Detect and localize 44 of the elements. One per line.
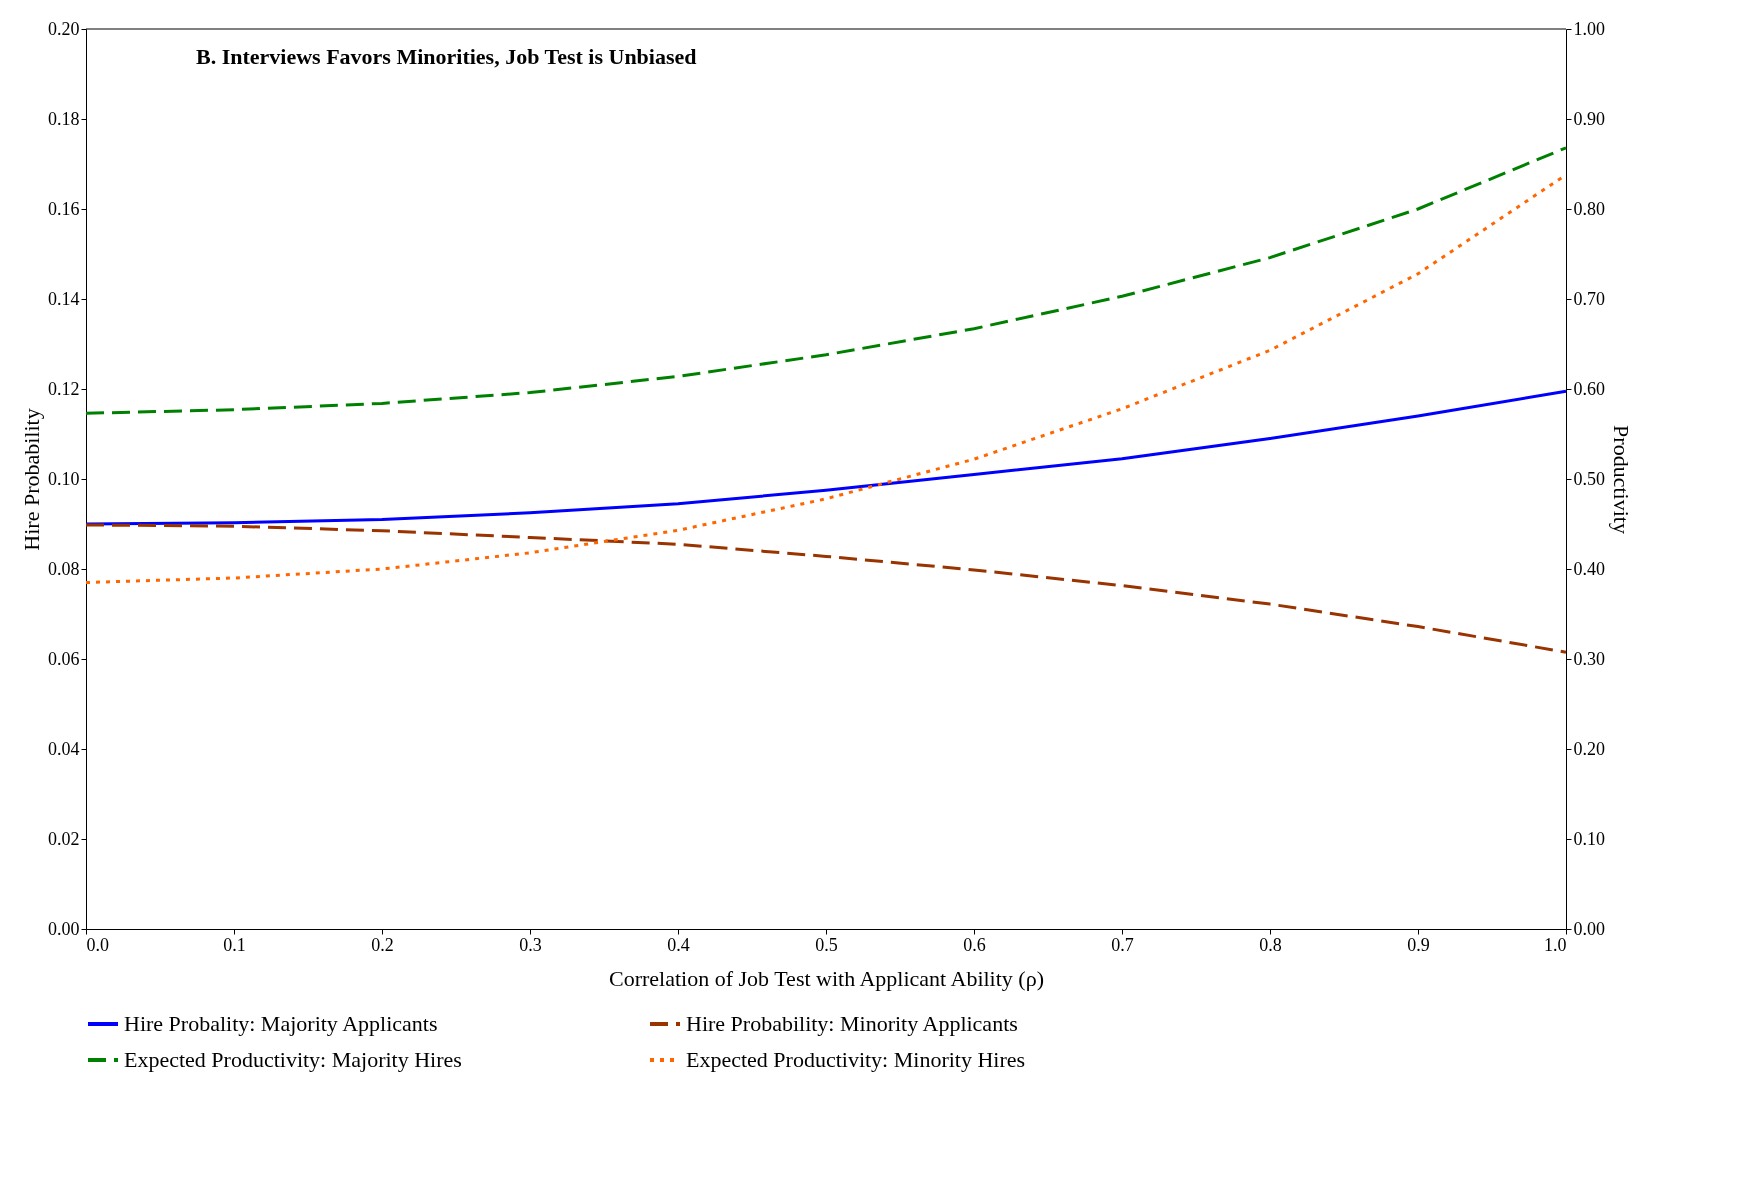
y2-tick-label: 0.50 — [1573, 468, 1605, 489]
y-tick-label: 0.08 — [48, 558, 80, 579]
y2-tick-label: 0.80 — [1573, 198, 1605, 219]
y2-tick-label: 0.20 — [1573, 738, 1605, 759]
y2-tick-label: 1.00 — [1573, 18, 1605, 39]
y2-tick-label: 0.70 — [1573, 288, 1605, 309]
x-tick-label: 0.7 — [1111, 934, 1134, 955]
legend-label: Expected Productivity: Majority Hires — [124, 1047, 462, 1072]
y-axis-title: Hire Probability — [19, 408, 44, 551]
y-tick-label: 0.14 — [48, 288, 80, 309]
x-axis-title: Correlation of Job Test with Applicant Ability (ρ) — [609, 965, 1044, 991]
line-series — [84, 389, 1568, 526]
x-tick-label: 1.0 — [1544, 934, 1567, 955]
y-tick-label: 0.18 — [48, 108, 80, 129]
legend-label: Hire Probality: Majority Applicants — [124, 1011, 438, 1036]
line-series — [84, 523, 1568, 654]
y-tick-label: 0.04 — [48, 738, 80, 759]
x-tick-label: 0.5 — [815, 934, 838, 955]
y2-tick-label: 0.40 — [1573, 558, 1605, 579]
y2-tick-label: 0.60 — [1573, 378, 1605, 399]
x-tick-label: 0.6 — [963, 934, 986, 955]
y-tick-label: 0.02 — [48, 828, 80, 849]
y2-tick-label: 0.00 — [1573, 918, 1605, 939]
x-tick-label: 0.2 — [371, 934, 394, 955]
y-tick-label: 0.20 — [48, 18, 80, 39]
text: B. Interviews Favors Minorities, Job Test is Unbiased — [196, 44, 697, 69]
legend-label: Expected Productivity: Minority Hires — [686, 1047, 1026, 1072]
x-tick-label: 0.0 — [86, 934, 109, 955]
x-tick-label: 0.4 — [667, 934, 690, 955]
y2-tick-label: 0.10 — [1573, 828, 1605, 849]
y2-axis-title: Productivity — [1609, 425, 1634, 534]
y2-tick-label: 0.30 — [1573, 648, 1605, 669]
y-tick-label: 0.00 — [48, 918, 80, 939]
line-series — [84, 146, 1568, 415]
legend-label: Hire Probability: Minority Applicants — [686, 1011, 1018, 1036]
y-tick-label: 0.16 — [48, 198, 80, 219]
x-tick-label: 0.8 — [1259, 934, 1282, 955]
y-tick-label: 0.12 — [48, 378, 80, 399]
x-tick-label: 0.9 — [1407, 934, 1430, 955]
x-tick-label: 0.1 — [223, 934, 246, 955]
x-tick-label: 0.3 — [519, 934, 542, 955]
y-tick-label: 0.06 — [48, 648, 80, 669]
y-tick-label: 0.10 — [48, 468, 80, 489]
y2-tick-label: 0.90 — [1573, 108, 1605, 129]
